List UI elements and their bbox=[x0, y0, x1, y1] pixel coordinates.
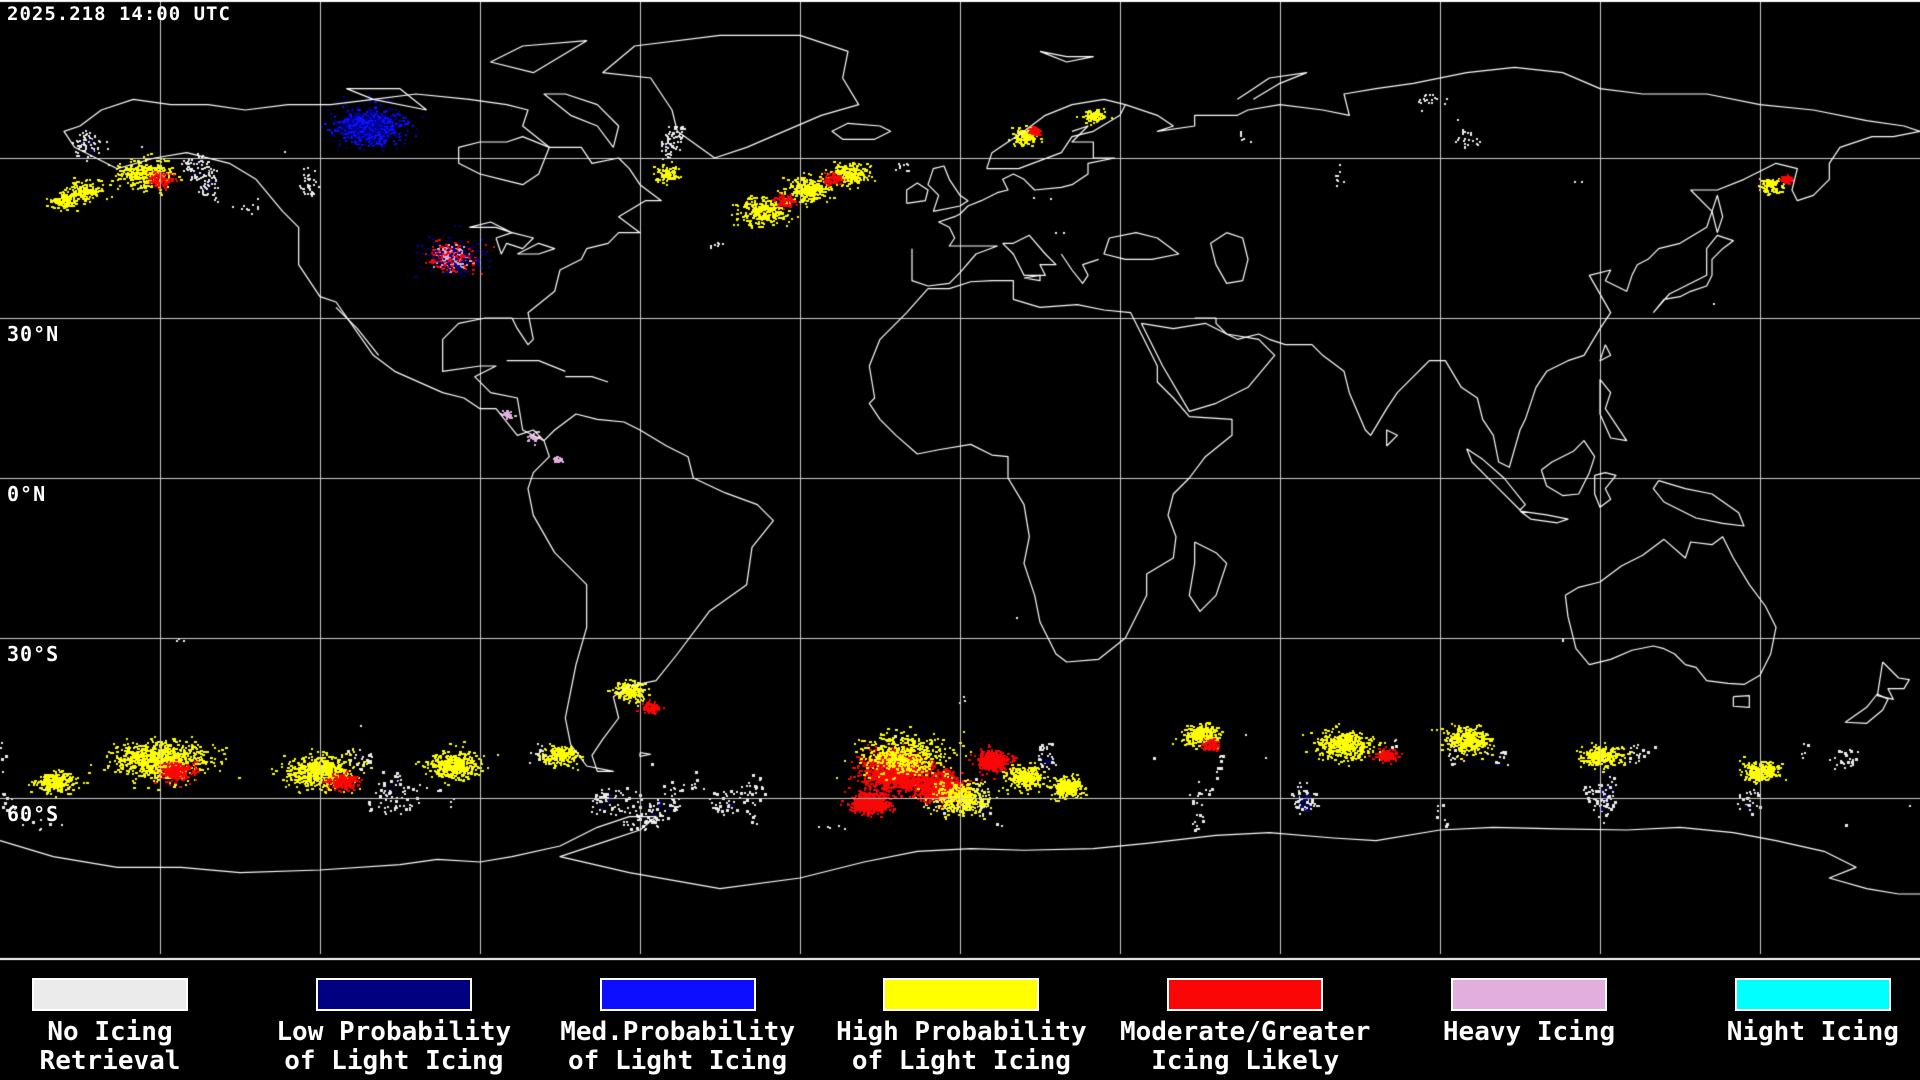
legend-swatch-high-prob-light-icing bbox=[883, 978, 1040, 1011]
legend-label: Heavy Icing bbox=[1442, 1017, 1616, 1047]
lat-label-30s: 30°S bbox=[7, 642, 60, 666]
legend-label: Moderate/Greater Icing Likely bbox=[1119, 1017, 1371, 1076]
legend-item-med-prob-light-icing: Med.Probability of Light Icing bbox=[536, 978, 820, 1076]
legend-swatch-night-icing bbox=[1734, 978, 1891, 1011]
legend-swatch-low-prob-light-icing bbox=[315, 978, 472, 1011]
lat-label-30n: 30°N bbox=[7, 322, 60, 346]
legend-label: Med.Probability of Light Icing bbox=[560, 1017, 795, 1076]
legend-item-night-icing: Night Icing bbox=[1671, 978, 1920, 1047]
legend-item-low-prob-light-icing: Low Probability of Light Icing bbox=[252, 978, 536, 1076]
legend-label: No Icing Retrieval bbox=[39, 1017, 181, 1076]
legend-swatch-med-prob-light-icing bbox=[599, 978, 756, 1011]
timestamp: 2025.218 14:00 UTC bbox=[7, 3, 231, 25]
lat-label-0n: 0°N bbox=[7, 482, 47, 506]
lat-label-60s: 60°S bbox=[7, 802, 60, 826]
world-map-canvas bbox=[0, 0, 1920, 962]
legend-item-no-icing-retrieval: No Icing Retrieval bbox=[0, 978, 252, 1076]
legend-swatch-heavy-icing bbox=[1451, 978, 1607, 1011]
legend-swatch-moderate-greater-icing bbox=[1167, 978, 1324, 1011]
legend-label: Low Probability of Light Icing bbox=[276, 1017, 512, 1076]
legend-swatch-no-icing-retrieval bbox=[32, 978, 188, 1011]
legend-item-moderate-greater-icing: Moderate/Greater Icing Likely bbox=[1103, 978, 1387, 1076]
legend-item-heavy-icing: Heavy Icing bbox=[1387, 978, 1671, 1047]
legend-label: Night Icing bbox=[1726, 1017, 1899, 1047]
legend-label: High Probability of Light Icing bbox=[836, 1017, 1087, 1076]
legend-item-high-prob-light-icing: High Probability of Light Icing bbox=[819, 978, 1103, 1076]
